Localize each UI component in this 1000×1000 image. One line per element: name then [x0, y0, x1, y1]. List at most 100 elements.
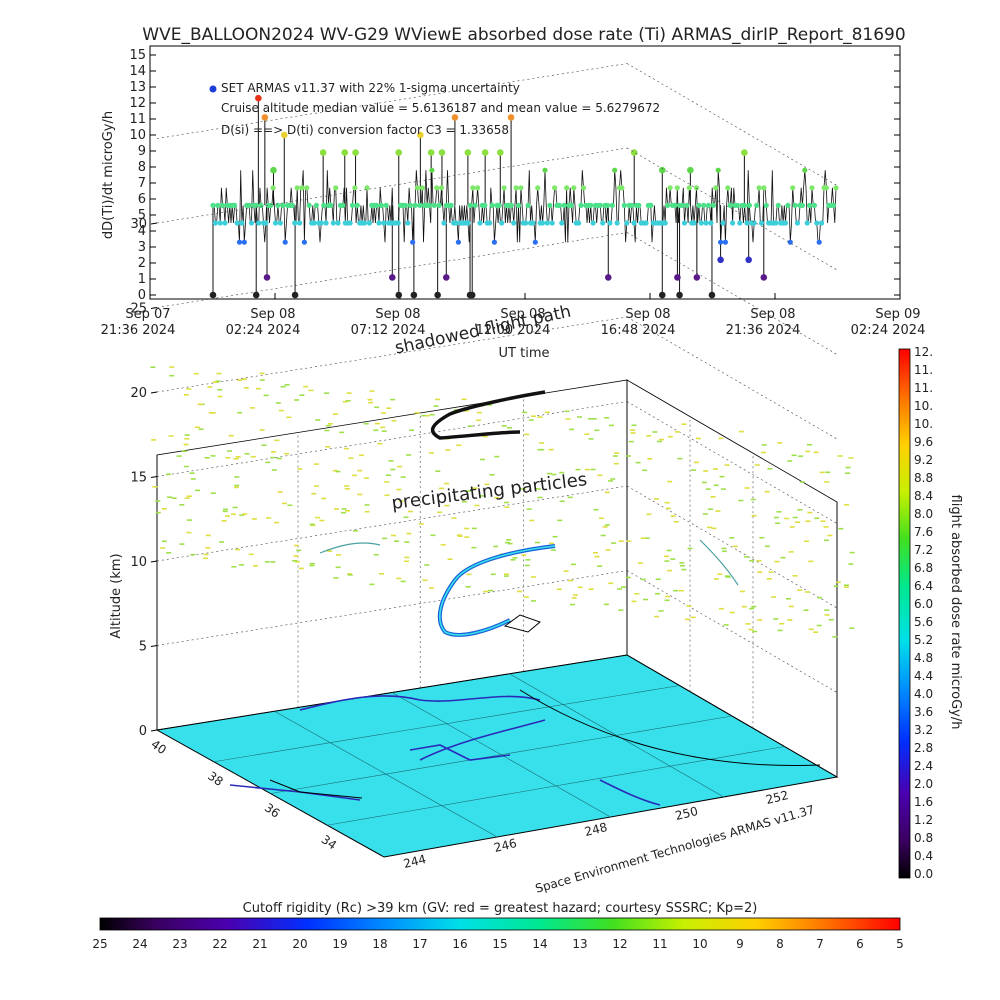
y-tick-label: 3 [138, 240, 146, 255]
dose-point [499, 220, 505, 226]
excursion-point [352, 149, 359, 156]
dose-point [809, 185, 815, 191]
dose-point [256, 220, 262, 226]
dose-point [681, 220, 688, 226]
altitude-label: Altitude (km) [109, 553, 124, 638]
x-tick-label-date: Sep 08 [750, 307, 795, 322]
dose-point [292, 220, 298, 226]
dose-point [737, 220, 743, 226]
dose-point [807, 202, 813, 208]
dose-point [210, 202, 216, 208]
dose-point [395, 220, 401, 226]
dose-colorbar-tick: 6.8 [914, 561, 933, 575]
dose-point [672, 202, 678, 208]
dose-point [241, 239, 247, 245]
excursion-point [417, 131, 424, 139]
dose-point [518, 185, 524, 191]
dose-colorbar-tick: 7.6 [914, 525, 933, 539]
dose-point [833, 185, 839, 191]
dose-point [280, 202, 286, 208]
dose-point [701, 202, 707, 208]
dose-point [588, 202, 594, 208]
rigidity-tick-label: 17 [412, 937, 427, 951]
dose-colorbar-tick: 2.8 [914, 741, 933, 755]
altitude-tick-mark [150, 222, 158, 225]
dose-point [590, 220, 596, 226]
dose-point [487, 220, 493, 226]
altitude-tick-mark [150, 729, 158, 732]
excursion-point [496, 149, 504, 156]
dose-point [734, 202, 741, 208]
dose-point [347, 220, 353, 226]
back-wall-gridline [156, 401, 628, 477]
dose-colorbar-tick: 6.0 [914, 597, 933, 611]
floor-feature [409, 744, 511, 761]
dose-point [381, 220, 387, 226]
dose-point [475, 185, 481, 191]
x-tick-label-time: 21:36 2024 [101, 323, 176, 338]
floor-gridline [509, 673, 724, 798]
rigidity-tick-label: 24 [132, 937, 147, 951]
dose-point [448, 202, 454, 208]
altitude-tick-mark [150, 307, 158, 309]
excursion-point [658, 166, 666, 174]
wall-shadow-path [699, 539, 739, 586]
dose-point [414, 185, 421, 191]
floor-feature [599, 779, 661, 806]
dose-point [239, 220, 245, 226]
y-tick-label: 8 [138, 160, 146, 175]
excursion-point [252, 291, 260, 299]
y-tick-label: 2 [138, 256, 146, 271]
dose-point [691, 220, 697, 226]
dose-point [412, 202, 418, 208]
excursion-point [717, 256, 724, 264]
rigidity-tick-label: 6 [856, 937, 864, 951]
y-tick-label: 9 [138, 144, 146, 159]
dose-point [335, 220, 341, 226]
right-wall-gridline [626, 570, 838, 693]
excursion-point [410, 291, 418, 299]
dose-point [340, 202, 346, 208]
rigidity-tick-label: 20 [292, 937, 307, 951]
y-tick-label: 10 [129, 128, 146, 143]
dose-colorbar-tick: 4.8 [914, 651, 933, 665]
dose-point [532, 239, 538, 245]
dose-point [746, 202, 753, 208]
dose-point [511, 220, 517, 226]
dose-point [831, 202, 837, 208]
rigidity-tick-label: 19 [332, 937, 347, 951]
floor-gridline [391, 692, 611, 818]
excursion-point [263, 274, 271, 281]
dose-point [366, 220, 372, 226]
dose-point [215, 202, 221, 208]
dose-point [619, 185, 625, 191]
dose-point [564, 185, 570, 191]
dose-point [236, 239, 243, 245]
y-tick-label: 14 [129, 64, 146, 79]
flight-path [319, 390, 739, 637]
dose-rate-series [209, 94, 839, 299]
dose-point [467, 202, 473, 208]
excursion-point [319, 149, 327, 156]
annotation-conversion: D(si) ==> D(ti) conversion factor C3 = 1… [221, 123, 509, 137]
excursion-point [291, 291, 299, 299]
x-tick-label-date: Sep 08 [500, 307, 545, 322]
dose-point [662, 220, 668, 226]
dose-colorbar-tick: 8.0 [914, 507, 933, 521]
dose-point [754, 202, 760, 208]
dose-point [436, 202, 442, 208]
dose-point [718, 239, 724, 245]
dose-point [289, 202, 295, 208]
dose-point [674, 185, 680, 191]
excursion-point [255, 94, 262, 102]
dose-point [410, 239, 416, 245]
excursion-point [687, 166, 694, 174]
y-tick-label: 6 [138, 192, 146, 207]
rigidity-tick-label: 25 [92, 937, 107, 951]
dose-point [417, 202, 423, 208]
floor-y-tick-label: 34 [319, 832, 340, 852]
floor-x-tick-label: 248 [583, 820, 609, 839]
x-tick-label-time: 07:12 2024 [351, 323, 426, 338]
excursion-point [261, 114, 269, 121]
dose-point [693, 185, 700, 191]
